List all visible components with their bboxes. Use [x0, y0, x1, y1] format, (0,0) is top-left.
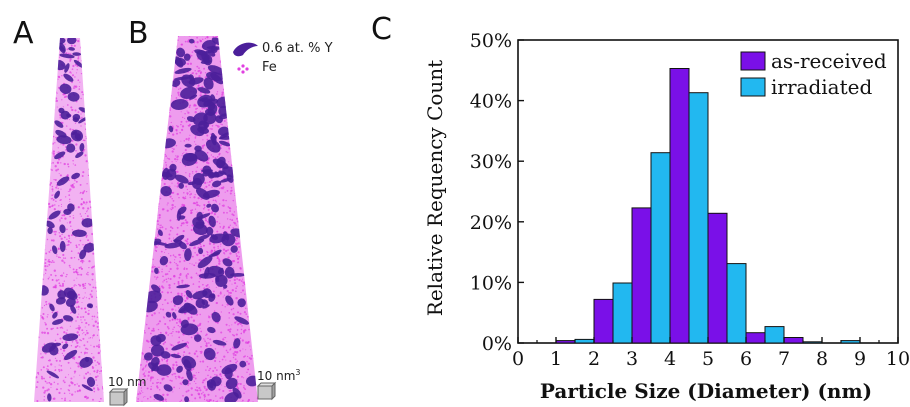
x-axis-label: Particle Size (Diameter) (nm)	[540, 379, 872, 403]
panel-letter-c: C	[371, 12, 392, 47]
purple-blob-icon	[233, 42, 258, 57]
x-tick-label: 10	[886, 348, 910, 370]
apt-reconstructions	[34, 36, 277, 407]
apt-legend-fe-label: Fe	[262, 60, 277, 75]
bar-irradiated	[574, 338, 595, 344]
panel-letter-b: B	[128, 16, 149, 51]
chart-ticks: 0 1 2 3 4 5 6 7 8 9 10 0% 10% 20% 30% 40% 50%	[470, 30, 910, 370]
x-tick-label: 7	[778, 348, 790, 370]
x-tick-label: 9	[854, 348, 866, 370]
y-tick-label: 50%	[470, 30, 512, 52]
x-tick-label: 6	[740, 348, 752, 370]
scale-label-a: 10 nm	[108, 375, 147, 389]
x-tick-label: 0	[512, 348, 524, 370]
legend-label-1: as-received	[771, 49, 887, 73]
y-tick-label: 10%	[470, 272, 512, 294]
bar-irradiated	[650, 152, 671, 344]
y-axis-label: Relative Requency Count	[423, 60, 447, 316]
legend-swatch-2	[740, 77, 766, 97]
magenta-dots-icon	[237, 64, 249, 74]
bar-as-received	[745, 332, 766, 344]
tip-a-y-clusters	[37, 38, 96, 402]
bar-irradiated	[802, 341, 823, 344]
panel-letter-a: A	[13, 16, 34, 51]
bar-irradiated	[612, 282, 633, 344]
scale-label-b: 10 nm3	[257, 368, 301, 383]
legend-swatch-1	[740, 51, 766, 71]
bar-irradiated	[764, 326, 785, 344]
y-tick-label: 40%	[470, 91, 512, 113]
chart-axes	[517, 39, 899, 344]
x-tick-label: 4	[664, 348, 676, 370]
y-tick-label: 0%	[482, 333, 512, 355]
chart-bars	[555, 68, 861, 344]
bar-as-received	[707, 212, 728, 344]
plot-frame	[517, 39, 899, 344]
y-tick-label: 30%	[470, 151, 512, 173]
bar-as-received	[631, 207, 652, 344]
bar-irradiated	[726, 263, 747, 344]
bar-as-received	[593, 298, 614, 344]
bar-irradiated	[688, 92, 709, 344]
tip-a-body	[34, 38, 104, 402]
y-tick-label: 20%	[470, 212, 512, 234]
bar-as-received	[669, 68, 690, 344]
apt-legend-y-label: 0.6 at. % Y	[262, 41, 333, 56]
bar-as-received	[555, 340, 576, 344]
x-tick-label: 1	[550, 348, 562, 370]
legend-label-2: irradiated	[771, 75, 872, 99]
bar-irradiated	[840, 340, 861, 344]
x-tick-label: 5	[702, 348, 714, 370]
scale-cube-b	[256, 381, 277, 401]
scale-cube-a	[108, 387, 129, 407]
bar-as-received	[783, 337, 804, 344]
x-tick-label: 8	[816, 348, 828, 370]
x-tick-label: 3	[626, 348, 638, 370]
x-tick-label: 2	[588, 348, 600, 370]
